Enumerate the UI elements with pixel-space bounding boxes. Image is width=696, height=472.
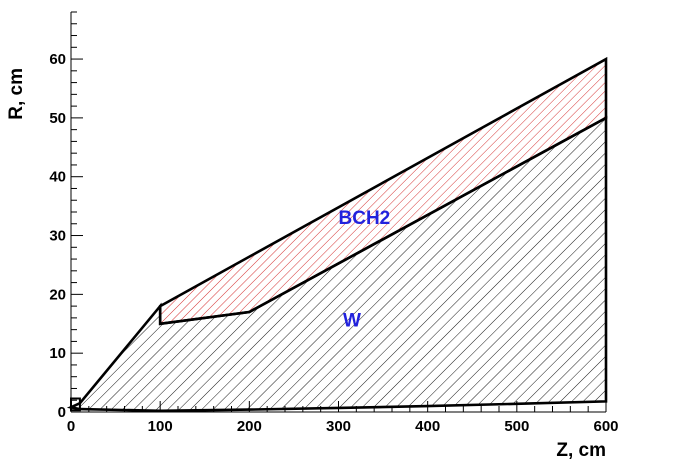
x-tick-label: 400 [415, 418, 440, 435]
x-tick-label: 300 [326, 418, 351, 435]
x-tick-label: 200 [237, 418, 262, 435]
x-tick-label: 500 [504, 418, 529, 435]
y-tick-label: 50 [49, 110, 66, 127]
region-label-bch2: BCH2 [339, 208, 391, 229]
y-tick-label: 0 [58, 404, 66, 421]
x-tick-label: 100 [148, 418, 173, 435]
x-axis-title: Z, cm [556, 440, 606, 461]
y-tick-label: 40 [49, 169, 66, 186]
y-tick-label: 60 [49, 51, 66, 68]
y-tick-label: 10 [49, 345, 66, 362]
y-tick-label: 20 [49, 286, 66, 303]
region-bch2 [158, 56, 608, 326]
y-axis-title: R, cm [6, 68, 27, 120]
x-tick-label: 0 [67, 418, 75, 435]
x-tick-label: 600 [593, 418, 618, 435]
y-tick-label: 30 [49, 228, 66, 245]
region-label-w: W [343, 311, 361, 332]
